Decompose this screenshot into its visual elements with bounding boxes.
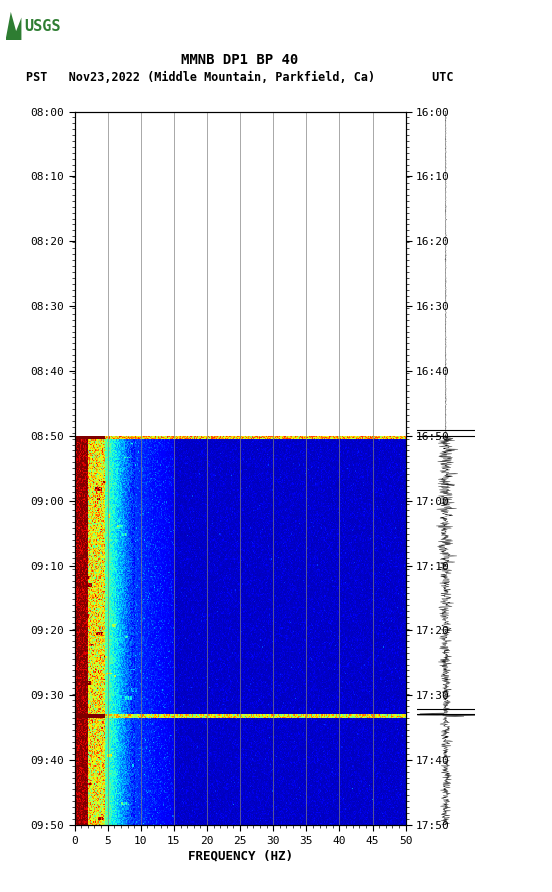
Polygon shape	[6, 12, 22, 40]
Text: USGS: USGS	[25, 19, 61, 34]
Text: MMNB DP1 BP 40: MMNB DP1 BP 40	[182, 53, 299, 67]
X-axis label: FREQUENCY (HZ): FREQUENCY (HZ)	[188, 850, 293, 863]
Text: PST   Nov23,2022 (Middle Mountain, Parkfield, Ca)        UTC: PST Nov23,2022 (Middle Mountain, Parkfie…	[26, 71, 454, 84]
